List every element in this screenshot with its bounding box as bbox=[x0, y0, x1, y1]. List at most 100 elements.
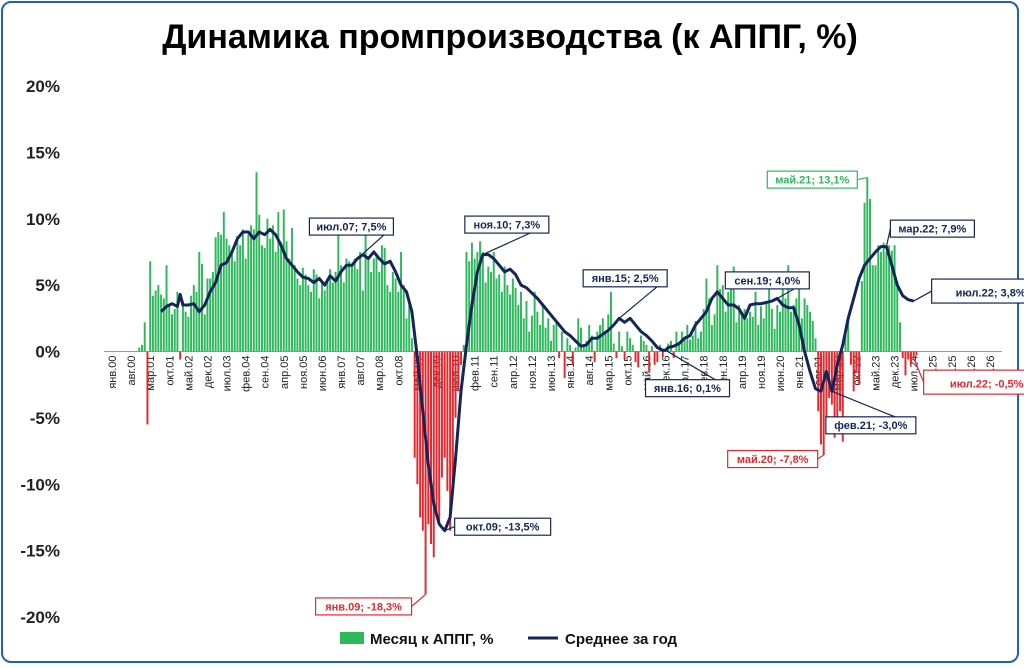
x-tick-label: авг.07 bbox=[355, 356, 367, 386]
x-tick-label: ноя.19 bbox=[756, 356, 768, 389]
bar bbox=[318, 298, 321, 352]
bar bbox=[476, 251, 479, 352]
x-tick-label: янв.21 bbox=[794, 356, 806, 389]
annotation-label: янв.16; 0,1% bbox=[654, 383, 721, 395]
bar bbox=[473, 258, 476, 352]
bar bbox=[776, 305, 779, 352]
bar bbox=[869, 198, 872, 352]
bar bbox=[751, 316, 754, 352]
bar bbox=[596, 331, 599, 352]
bar bbox=[435, 351, 438, 518]
bar bbox=[416, 351, 419, 485]
bar bbox=[697, 338, 700, 352]
bar bbox=[599, 324, 602, 352]
bar bbox=[691, 335, 694, 352]
bar bbox=[520, 291, 522, 352]
bar bbox=[795, 298, 798, 352]
x-tick-label: окт.15 bbox=[622, 356, 634, 386]
annotation-leader bbox=[857, 177, 868, 181]
x-tick-label: авг.21 bbox=[813, 356, 825, 386]
bar bbox=[203, 314, 206, 352]
bar bbox=[888, 245, 891, 352]
bar bbox=[765, 301, 768, 352]
bar bbox=[370, 271, 373, 352]
bar bbox=[631, 344, 634, 352]
bar bbox=[882, 242, 885, 352]
y-tick-label: -10% bbox=[20, 475, 60, 494]
annotation-leader bbox=[913, 290, 932, 302]
annotation-box bbox=[825, 416, 917, 435]
annotation-leader bbox=[817, 454, 825, 460]
annotation-box bbox=[582, 269, 668, 288]
annotation-label: фев.21; -3,0% bbox=[834, 420, 907, 432]
bar bbox=[558, 351, 561, 359]
bar bbox=[296, 278, 299, 352]
annotations: май.21; 13,1% июл.07; 7,5% ноя.10; 7,3% янв… bbox=[308, 170, 1024, 616]
bar bbox=[492, 251, 495, 352]
bar bbox=[479, 241, 482, 352]
bar bbox=[285, 241, 288, 352]
bar bbox=[566, 338, 569, 352]
bar bbox=[563, 351, 566, 379]
bar bbox=[389, 291, 392, 352]
bar bbox=[157, 285, 160, 352]
bar bbox=[620, 346, 623, 352]
bar bbox=[323, 290, 326, 352]
bar bbox=[642, 340, 645, 352]
bar bbox=[282, 209, 285, 352]
bar bbox=[817, 351, 820, 412]
bar bbox=[405, 318, 408, 352]
bar bbox=[225, 238, 228, 352]
annotation-label: июл.22; 3,8% bbox=[956, 288, 1024, 300]
bar bbox=[740, 311, 743, 352]
bar bbox=[408, 305, 411, 352]
bar bbox=[438, 351, 441, 525]
bar bbox=[525, 301, 528, 352]
bar bbox=[678, 344, 681, 352]
y-tick-label: 20% bbox=[26, 77, 60, 96]
bar bbox=[380, 245, 383, 352]
bar bbox=[844, 331, 847, 352]
bar bbox=[427, 351, 430, 525]
bar bbox=[639, 335, 642, 352]
bar bbox=[699, 331, 702, 352]
annotation-leader bbox=[885, 228, 891, 247]
bar bbox=[394, 278, 397, 352]
annotation-label: янв.15; 2,5% bbox=[592, 273, 659, 285]
x-tick-label: мар.15 bbox=[603, 356, 615, 391]
bar bbox=[206, 278, 209, 352]
bar bbox=[536, 311, 539, 352]
x-tick-label: ноя.05 bbox=[298, 356, 310, 389]
bar bbox=[179, 351, 182, 360]
bar bbox=[446, 351, 449, 491]
annotation-label: ноя.10; 7,3% bbox=[473, 219, 540, 231]
bar bbox=[263, 247, 266, 352]
bar bbox=[500, 291, 503, 352]
bar bbox=[312, 269, 315, 352]
legend-label-bars: Месяц к АППГ, % bbox=[370, 631, 493, 648]
bar bbox=[661, 351, 664, 357]
x-tick-label: май.02 bbox=[183, 356, 195, 391]
bar bbox=[348, 261, 351, 352]
bar bbox=[754, 291, 757, 352]
y-tick-label: 0% bbox=[35, 343, 60, 362]
bar bbox=[547, 318, 550, 352]
bar bbox=[899, 322, 902, 352]
bar bbox=[187, 316, 190, 352]
bar bbox=[195, 291, 198, 352]
bar bbox=[378, 271, 381, 352]
bar bbox=[151, 295, 154, 352]
bar bbox=[440, 351, 443, 478]
x-tick-label: июн.06 bbox=[317, 356, 329, 392]
bar bbox=[849, 351, 852, 365]
bar bbox=[825, 351, 828, 418]
bar bbox=[569, 344, 572, 352]
bar bbox=[421, 351, 424, 531]
annotation-leader bbox=[411, 593, 426, 607]
bar bbox=[449, 351, 452, 531]
bar bbox=[310, 291, 313, 352]
bar bbox=[634, 351, 637, 363]
bar bbox=[637, 351, 640, 368]
bar bbox=[413, 351, 416, 458]
bar bbox=[656, 351, 659, 363]
